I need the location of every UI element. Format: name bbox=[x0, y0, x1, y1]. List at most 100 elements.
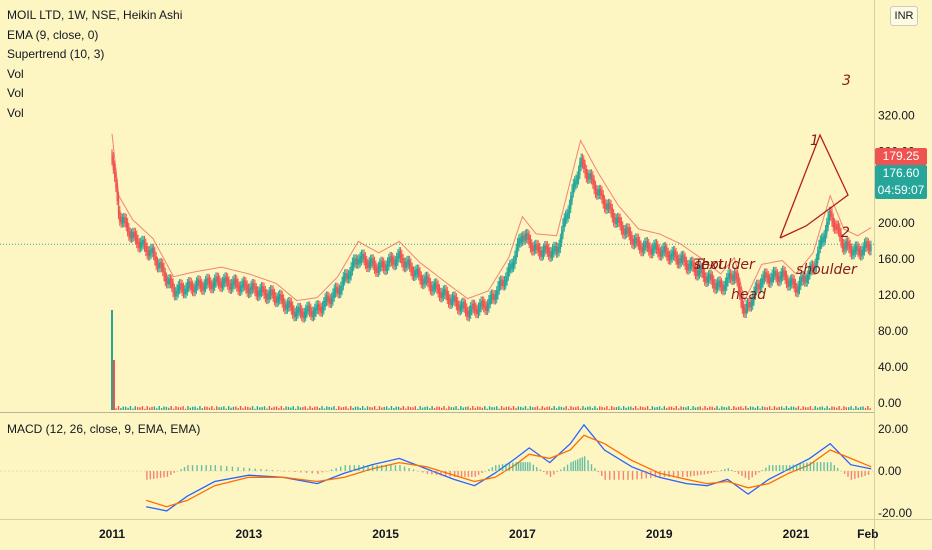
candle-body bbox=[726, 277, 728, 287]
candle-body bbox=[377, 265, 380, 274]
macd-histogram-bar bbox=[344, 465, 346, 471]
candle-body bbox=[368, 260, 371, 269]
left-shoulder-label: shoulder bbox=[694, 257, 755, 273]
macd-histogram-bar bbox=[481, 471, 483, 473]
volume-bar bbox=[153, 406, 156, 410]
candle-body bbox=[256, 290, 259, 298]
supertrend-indicator-label[interactable]: Supertrend (10, 3) bbox=[7, 47, 105, 61]
candle-body bbox=[113, 164, 116, 179]
candle-body bbox=[713, 279, 715, 289]
candle-body bbox=[687, 264, 689, 271]
macd-histogram-bar bbox=[283, 471, 285, 472]
macd-histogram-bar bbox=[707, 471, 709, 474]
volume-bar bbox=[378, 406, 381, 410]
candle-body bbox=[188, 281, 190, 289]
volume-bar bbox=[431, 406, 433, 410]
candle-body bbox=[532, 246, 534, 252]
macd-histogram-bar bbox=[813, 462, 815, 471]
candle-body bbox=[745, 303, 747, 315]
volume-bar bbox=[622, 406, 625, 410]
candle-body bbox=[538, 246, 541, 256]
macd-histogram-bar bbox=[417, 471, 419, 472]
macd-histogram-bar bbox=[796, 464, 798, 471]
candle-body bbox=[789, 279, 792, 287]
price-tick-label: 320.00 bbox=[878, 108, 915, 122]
candle-body bbox=[476, 308, 478, 315]
candle-body bbox=[403, 261, 406, 269]
candle-body bbox=[381, 260, 384, 268]
macd-histogram-bar bbox=[520, 462, 522, 471]
macd-histogram-bar bbox=[170, 471, 172, 475]
vol-indicator-label[interactable]: Vol bbox=[7, 66, 24, 81]
candle-body bbox=[229, 283, 231, 290]
volume-bar bbox=[510, 408, 512, 410]
candle-body bbox=[262, 286, 264, 293]
macd-histogram-bar bbox=[819, 462, 822, 471]
candle-body bbox=[336, 286, 338, 293]
volume-bar bbox=[663, 406, 666, 410]
volume-bar bbox=[203, 406, 206, 410]
macd-histogram-bar bbox=[403, 466, 406, 471]
candle-body bbox=[585, 169, 588, 179]
candle-body bbox=[616, 216, 619, 224]
candle-body bbox=[293, 309, 295, 318]
candle-body bbox=[592, 175, 594, 185]
macd-legend[interactable]: MACD (12, 26, close, 9, EMA, EMA) bbox=[7, 422, 201, 436]
candle-body bbox=[138, 242, 140, 249]
candle-body bbox=[440, 291, 442, 299]
candle-body bbox=[516, 241, 519, 254]
macd-histogram-bar bbox=[491, 467, 494, 471]
candle-body bbox=[796, 287, 798, 294]
volume-bar bbox=[455, 406, 457, 410]
candle-body bbox=[150, 247, 152, 256]
macd-histogram-bar bbox=[686, 471, 688, 477]
candle-body bbox=[298, 306, 300, 313]
volume-bar bbox=[613, 407, 615, 410]
macd-histogram-bar bbox=[371, 465, 374, 471]
candle-body bbox=[228, 280, 230, 289]
candle-body bbox=[665, 246, 667, 254]
candle-body bbox=[818, 243, 820, 256]
candle-body bbox=[830, 210, 832, 217]
volume-bar bbox=[505, 406, 508, 410]
currency-button[interactable]: INR bbox=[890, 6, 918, 26]
macd-histogram-bar bbox=[214, 465, 216, 471]
volume-bar bbox=[752, 406, 754, 410]
candle-body bbox=[749, 301, 751, 308]
candle-body bbox=[143, 239, 146, 248]
vol-indicator-label[interactable]: Vol bbox=[7, 105, 24, 120]
candle-body bbox=[558, 243, 560, 253]
volume-bar bbox=[479, 406, 481, 410]
volume-bar bbox=[476, 406, 479, 410]
volume-bar bbox=[182, 406, 184, 410]
candle-body bbox=[610, 204, 612, 214]
candle-body bbox=[528, 234, 530, 245]
candle-body bbox=[635, 237, 637, 245]
volume-bar bbox=[498, 408, 500, 410]
candle-body bbox=[541, 250, 543, 257]
volume-bar bbox=[534, 407, 536, 410]
volume-bar bbox=[383, 406, 385, 410]
volume-bar bbox=[757, 406, 759, 410]
volume-bar bbox=[649, 408, 651, 410]
candle-body bbox=[479, 302, 481, 312]
candle-body bbox=[839, 227, 841, 238]
vol-indicator-label[interactable]: Vol bbox=[7, 86, 24, 100]
volume-bar bbox=[761, 406, 764, 410]
macd-histogram-bar bbox=[381, 465, 383, 471]
candle-body bbox=[363, 253, 365, 262]
candle-body bbox=[152, 247, 155, 257]
candle-body bbox=[333, 288, 335, 298]
candle-body bbox=[496, 290, 498, 300]
symbol-title[interactable]: MOIL LTD, 1W, NSE, Heikin Ashi bbox=[7, 8, 183, 22]
volume-bar bbox=[582, 406, 584, 410]
candle-body bbox=[607, 202, 610, 210]
macd-histogram-bar bbox=[734, 471, 736, 472]
candle-body bbox=[702, 268, 705, 278]
ema-indicator-label[interactable]: EMA (9, close, 0) bbox=[7, 27, 99, 42]
volume-bar bbox=[345, 406, 347, 410]
candle-body bbox=[281, 294, 283, 304]
candle-body bbox=[446, 290, 448, 301]
